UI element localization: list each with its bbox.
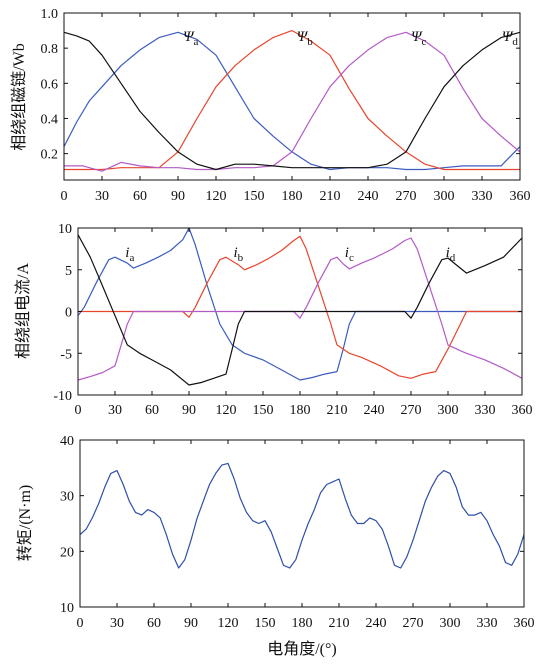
series-line-3 bbox=[63, 31, 521, 171]
y-tick-label: 20 bbox=[60, 545, 74, 560]
x-axis-label: 电角度/(°) bbox=[267, 640, 337, 658]
x-tick-label: 30 bbox=[110, 616, 124, 631]
x-tick-label: 60 bbox=[145, 403, 159, 418]
torque-panel: 0 30 60 90 120 150 180 210 240 270 300 330 360 10 20 30… bbox=[16, 434, 535, 658]
series-annotation: Ψb bbox=[297, 29, 314, 48]
y-tick-label: 0.2 bbox=[41, 148, 59, 163]
x-tick-label: 270 bbox=[401, 403, 422, 418]
x-tick-label: 210 bbox=[329, 616, 350, 631]
y-axis-label: 转矩/(N·m) bbox=[16, 485, 34, 561]
x-tick-label: 60 bbox=[133, 189, 147, 204]
x-tick-label: 210 bbox=[320, 189, 341, 204]
series-annotation: Ψd bbox=[502, 29, 519, 48]
x-tick-label: 60 bbox=[147, 616, 161, 631]
x-tick-label: 30 bbox=[95, 189, 109, 204]
x-tick-label: 270 bbox=[403, 616, 424, 631]
series-line-1 bbox=[64, 30, 520, 171]
x-tick-label: 240 bbox=[358, 189, 379, 204]
y-tick-label: -10 bbox=[53, 389, 72, 404]
series-line-1 bbox=[78, 235, 522, 379]
plot-frame bbox=[63, 12, 521, 181]
series-annotation: ib bbox=[233, 245, 243, 264]
y-tick-label: 0.6 bbox=[41, 77, 59, 92]
x-tick-label: 150 bbox=[253, 403, 274, 418]
x-tick-label: 0 bbox=[61, 189, 68, 204]
x-tick-label: 180 bbox=[292, 616, 313, 631]
series-line-2 bbox=[64, 31, 521, 172]
flux-linkage-panel: 0 30 60 90 120 150 180 210 240 270 300 330 360 0.2 0.4… bbox=[10, 7, 531, 204]
series-annotation: id bbox=[446, 245, 456, 264]
y-tick-label: 40 bbox=[60, 434, 74, 449]
y-tick-label: 10 bbox=[60, 601, 74, 616]
x-tick-label: 300 bbox=[438, 403, 459, 418]
x-tick-label: 120 bbox=[216, 403, 237, 418]
x-tick-label: 240 bbox=[366, 616, 387, 631]
y-tick-label: 0.4 bbox=[41, 112, 59, 127]
x-tick-label: 330 bbox=[475, 403, 496, 418]
x-tick-label: 330 bbox=[472, 189, 493, 204]
x-tick-label: 180 bbox=[290, 403, 311, 418]
series-annotation: Ψa bbox=[183, 29, 199, 48]
series-line-0 bbox=[79, 462, 525, 569]
y-tick-label: 5 bbox=[65, 264, 72, 279]
y-axis-label: 相绕组电流/A bbox=[14, 263, 32, 359]
x-tick-label: 30 bbox=[108, 403, 122, 418]
x-tick-label: 120 bbox=[206, 189, 227, 204]
x-tick-label: 0 bbox=[77, 616, 84, 631]
y-tick-label: 1.0 bbox=[41, 7, 59, 22]
x-tick-label: 90 bbox=[171, 189, 185, 204]
x-tick-label: 120 bbox=[218, 616, 239, 631]
y-tick-label: -5 bbox=[60, 347, 72, 362]
x-tick-label: 360 bbox=[514, 616, 535, 631]
x-tick-label: 180 bbox=[282, 189, 303, 204]
x-tick-label: 330 bbox=[477, 616, 498, 631]
series-line-3 bbox=[77, 234, 523, 386]
x-tick-label: 360 bbox=[512, 403, 533, 418]
x-tick-label: 300 bbox=[440, 616, 461, 631]
x-tick-label: 270 bbox=[396, 189, 417, 204]
x-tick-label: 90 bbox=[184, 616, 198, 631]
x-tick-label: 0 bbox=[75, 403, 82, 418]
x-tick-label: 150 bbox=[244, 189, 265, 204]
series-line-2 bbox=[77, 237, 523, 381]
y-axis-label: 相绕组磁链/Wb bbox=[10, 43, 28, 151]
x-tick-label: 150 bbox=[255, 616, 276, 631]
current-panel: 0 30 60 90 120 150 180 210 240 270 300 330 360 -10 -5 0… bbox=[14, 222, 533, 418]
y-tick-label: 10 bbox=[58, 222, 72, 237]
series-annotation: ic bbox=[345, 245, 354, 264]
x-tick-label: 300 bbox=[434, 189, 455, 204]
y-tick-label: 30 bbox=[60, 490, 74, 505]
x-tick-label: 240 bbox=[364, 403, 385, 418]
plot-frame bbox=[79, 439, 525, 608]
x-tick-label: 210 bbox=[327, 403, 348, 418]
x-tick-label: 360 bbox=[510, 189, 531, 204]
y-tick-label: 0 bbox=[65, 306, 72, 321]
series-annotation: ia bbox=[125, 245, 134, 264]
y-tick-label: 0.8 bbox=[41, 42, 59, 57]
x-tick-label: 90 bbox=[182, 403, 196, 418]
series-line-0 bbox=[77, 227, 522, 381]
series-annotation: Ψc bbox=[411, 29, 427, 48]
